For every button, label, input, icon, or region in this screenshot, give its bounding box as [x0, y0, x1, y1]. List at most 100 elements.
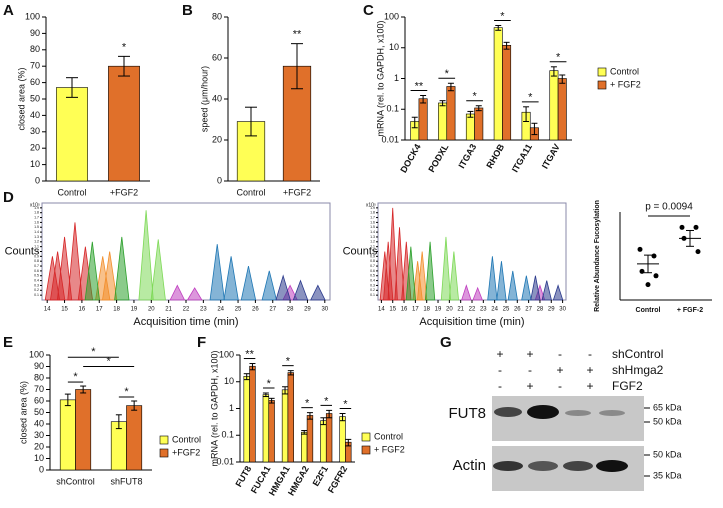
error-bar	[644, 254, 652, 274]
x-tick-label: ITGAV	[540, 142, 562, 170]
blot-sign: -	[558, 347, 562, 361]
x-tick-label: 19	[435, 307, 442, 313]
y-tick-label: 0.01	[381, 134, 399, 144]
significance: *	[305, 398, 310, 410]
y-tick-label: 1.3	[34, 235, 39, 239]
y-axis-label: Counts	[343, 245, 378, 257]
x-tick-label: 26	[252, 307, 259, 313]
y-tick-label: 30	[34, 430, 44, 440]
y-tick-label: 60	[212, 52, 222, 62]
significance: *	[267, 378, 272, 390]
significance: *	[73, 371, 78, 383]
marker-label: 65 kDa	[653, 402, 682, 412]
y-tick-label: 80	[212, 11, 222, 21]
y-tick-label: 1.9	[34, 206, 39, 210]
bar	[236, 121, 266, 182]
annotation: p = 0.0094	[645, 202, 693, 213]
x-tick-label: PODXL	[426, 142, 450, 174]
x-tick-label: 28	[287, 307, 294, 313]
y-tick-label: 60	[30, 77, 40, 87]
x-tick-label: Control	[636, 307, 661, 314]
significance: *	[472, 91, 477, 103]
x-tick-label: 21	[165, 307, 172, 313]
blot-band	[565, 410, 591, 416]
peak	[461, 284, 472, 301]
x-tick-label: 28	[537, 307, 544, 313]
bar	[446, 86, 456, 141]
x-axis-label: Acquisition time (min)	[133, 316, 238, 328]
error-bar	[503, 41, 510, 50]
x-tick-label: + FGF-2	[677, 307, 703, 314]
blot-sign: +	[556, 363, 563, 377]
error-bar	[550, 66, 557, 77]
x-tick-label: 30	[559, 307, 566, 313]
x-tick-label: ITGA11	[510, 142, 534, 174]
blot-band	[494, 407, 522, 417]
error-bar	[686, 229, 694, 247]
data-point	[693, 224, 699, 230]
y-tick-label: 60	[34, 395, 44, 405]
peak	[169, 284, 186, 301]
error-bar	[118, 55, 130, 77]
peak	[496, 261, 507, 301]
error-bar	[115, 414, 122, 430]
y-tick-label: 10	[389, 42, 399, 52]
y-tick-label: 0	[217, 175, 222, 185]
y-tick-label: 40	[212, 93, 222, 103]
y-tick-label: 1	[394, 73, 399, 83]
peak	[424, 241, 436, 301]
blot-sign: -	[528, 363, 532, 377]
data-point	[695, 249, 701, 255]
y-tick-label: 90	[34, 361, 44, 371]
y-tick-label: 30	[30, 126, 40, 136]
legend-swatch	[361, 432, 371, 442]
legend-label: Control	[172, 434, 201, 444]
y-tick-label: 20	[30, 143, 40, 153]
y-tick-label: 100	[25, 11, 40, 21]
error-bar	[559, 74, 566, 84]
bar	[306, 415, 314, 463]
error-bar	[531, 122, 538, 136]
peak	[448, 251, 460, 301]
peak	[114, 236, 130, 301]
significance: **	[415, 80, 424, 92]
x-tick-label: 16	[401, 307, 408, 313]
y-tick-label: 1.2	[34, 240, 39, 244]
x-tick-label: 17	[412, 307, 419, 313]
peak	[186, 287, 203, 301]
y-tick-label: 70	[30, 61, 40, 71]
y-tick-label: 1.1	[370, 245, 375, 249]
x-tick-label: 19	[131, 307, 138, 313]
x-tick-label: 18	[113, 307, 120, 313]
y-tick-label: 1.5	[370, 225, 375, 229]
peak	[541, 280, 552, 301]
error-bar	[447, 82, 454, 92]
panel-label: D	[3, 189, 14, 206]
x-tick-label: ITGA3	[456, 142, 478, 170]
blot-sign: -	[588, 347, 592, 361]
y-tick-label: 1.1	[34, 245, 39, 249]
bar	[438, 102, 448, 141]
bar	[108, 65, 140, 182]
blot-band	[563, 461, 593, 471]
y-tick-label: 0.7	[34, 264, 39, 268]
significance: *	[91, 346, 96, 358]
peak	[223, 256, 239, 301]
x-tick-label: shFUT8	[110, 476, 142, 486]
error-bar	[262, 392, 269, 398]
y-tick-label: 80	[30, 44, 40, 54]
y-axis-label: Relative Abundance Fucosylation	[594, 200, 601, 312]
peak	[417, 251, 428, 301]
blot-sign: +	[526, 379, 533, 393]
legend-label: +FGF2	[172, 447, 200, 457]
x-tick-label: 27	[269, 307, 276, 313]
blot-sign: +	[496, 347, 503, 361]
y-tick-label: 10	[30, 159, 40, 169]
error-bar	[306, 412, 313, 420]
error-bar	[420, 94, 427, 104]
legend-swatch	[597, 80, 607, 90]
y-tick-label: 0.3	[370, 283, 375, 287]
y-tick-label: 50	[30, 93, 40, 103]
error-bar	[287, 370, 294, 376]
y-tick-label: 0.8	[370, 259, 375, 263]
